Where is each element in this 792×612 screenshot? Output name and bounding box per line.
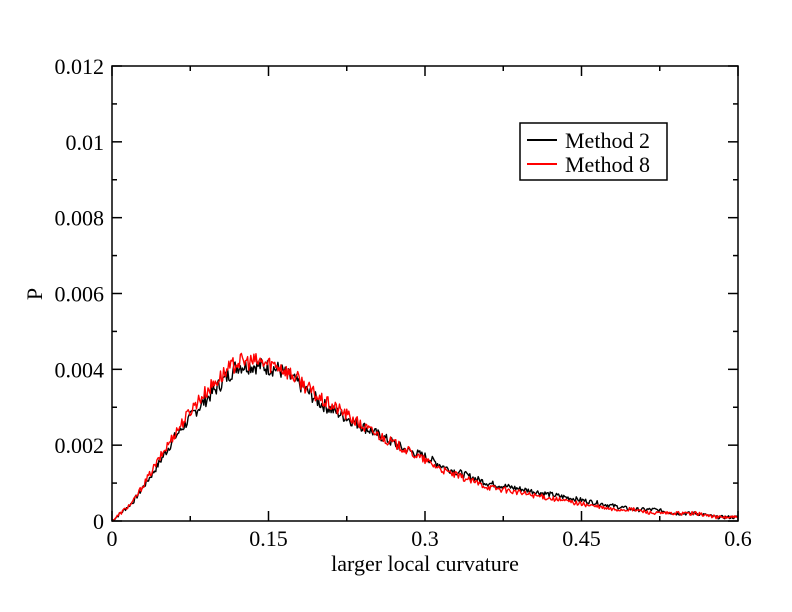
x-tick-label: 0.45 [562,526,601,551]
y-tick-label: 0.01 [66,130,105,155]
x-tick-label: 0.6 [724,526,752,551]
y-axis-title: P [22,288,47,300]
series-line-method-2 [111,358,739,522]
legend-box [519,122,668,181]
series-layer [111,352,739,522]
y-tick-label: 0.006 [55,282,105,307]
x-axis-title: larger local curvature [331,551,519,576]
y-tick-label: 0.002 [55,433,105,458]
x-tick-label: 0.3 [411,526,439,551]
x-tick-label: 0.15 [249,526,288,551]
series-line-method-8 [112,352,739,522]
y-tick-label: 0 [93,509,104,534]
y-tick-label: 0.004 [55,357,105,382]
y-tick-label: 0.012 [55,54,105,79]
legend-label-method-8: Method 8 [565,152,650,177]
y-tick-label: 0.008 [55,206,105,231]
x-tick-label: 0 [107,526,118,551]
legend: Method 2 Method 8 [519,122,668,181]
ticks-layer: 0 0.15 0.3 0.45 0.6 0 0.002 0.004 0.006 0.008 0.01… [55,54,752,551]
legend-label-method-2: Method 2 [565,128,650,153]
